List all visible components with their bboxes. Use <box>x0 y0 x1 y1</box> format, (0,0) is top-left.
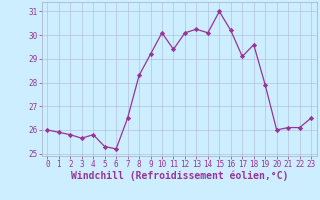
X-axis label: Windchill (Refroidissement éolien,°C): Windchill (Refroidissement éolien,°C) <box>70 171 288 181</box>
